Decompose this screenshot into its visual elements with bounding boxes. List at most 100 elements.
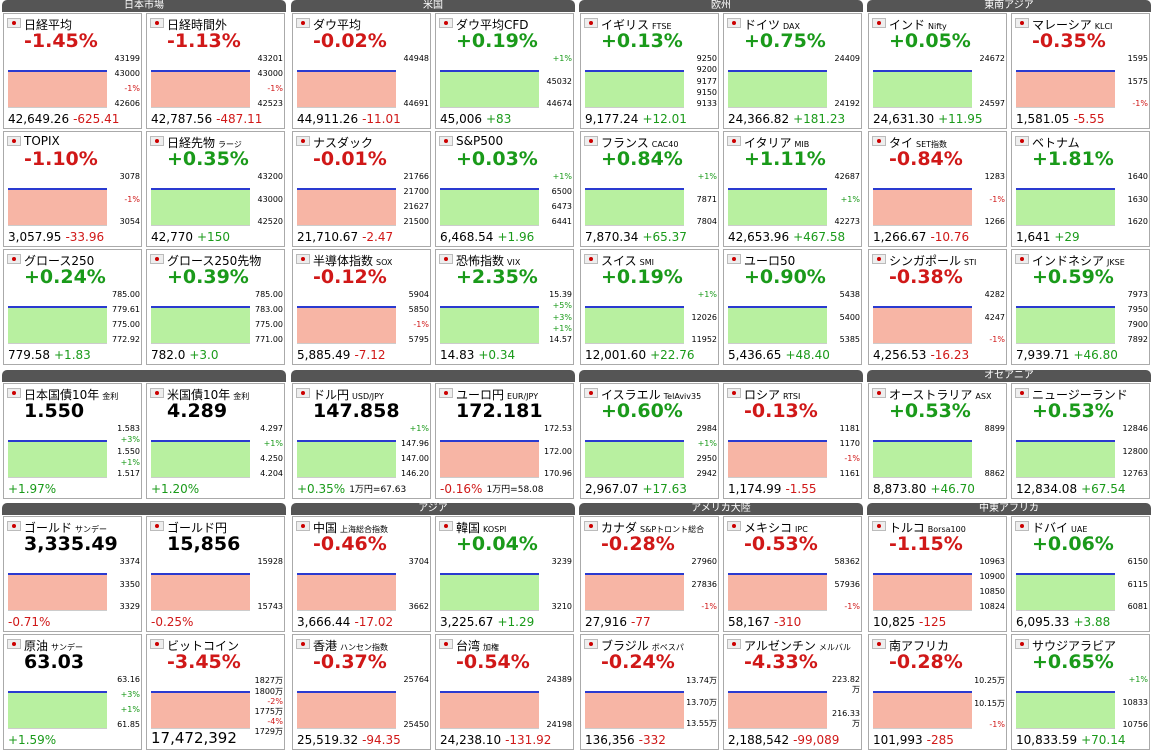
flag-icon <box>150 18 164 28</box>
footer-value: 1万円=67.63 <box>349 485 407 495</box>
section-header: 日本市場 <box>2 0 286 12</box>
market-name: S&P500 <box>456 134 504 148</box>
axis-labels: 1.583 +3% 1.550 +1% 1.517 <box>106 424 140 478</box>
axis-labels: 58362 57936 -1% <box>826 557 860 611</box>
axis-label: 147.00 <box>401 454 429 463</box>
headline-value: -0.46% <box>313 533 387 555</box>
footer-value: -285 <box>926 733 954 747</box>
market-tile: サウジアラビア +0.65% +1% 10833 10756 10,833.59 +70.1… <box>1011 634 1150 750</box>
tile-name: ダウ平均 <box>313 16 361 33</box>
chart-area <box>297 69 396 107</box>
footer: 45,006 +83 <box>440 112 571 126</box>
tile-name: ゴールド サンデー <box>24 519 107 536</box>
axis-label: 1.517 <box>117 469 140 478</box>
market-tile: マレーシア KLCI -0.35% 1595 1575 -1% 1,581.05 -5.55 <box>1011 13 1150 129</box>
footer-value: 12,834.08 <box>1016 482 1078 496</box>
axis-label: 783.00 <box>255 305 283 314</box>
flag-icon <box>150 136 164 146</box>
market-code: SET指数 <box>916 140 948 149</box>
market-name: ビットコイン <box>167 639 240 653</box>
market-code: ラージ <box>218 140 242 149</box>
footer-value: 17,472,392 <box>151 729 237 747</box>
market-tile: ベトナム +1.81% 1640 1630 1620 1,641 +29 <box>1011 131 1150 247</box>
tile-name: S&P500 <box>456 134 503 148</box>
axis-label: 1800万 <box>254 687 283 696</box>
market-tile: ゴールド円 15,856 15928 15743 -0.25% <box>146 516 285 632</box>
footer-value: 1,174.99 <box>728 482 782 496</box>
tile-name: 日本国債10年 金利 <box>24 386 118 403</box>
axis-label: 785.00 <box>112 290 140 299</box>
footer-value: 782.0 <box>151 348 186 362</box>
tile-name: イギリス FTSE <box>601 16 672 33</box>
footer: 24,631.30 +11.95 <box>873 112 1004 126</box>
headline-value: -0.12% <box>313 266 387 288</box>
market-tile: インドネシア JKSE +0.59% 7973 7950 7900 7892 7,939.71… <box>1011 249 1150 365</box>
axis-label: 10.25万 <box>974 676 1005 685</box>
footer-value: -131.92 <box>505 733 552 747</box>
axis-label: 3239 <box>551 557 572 566</box>
axis-label: 1.583 <box>117 424 140 433</box>
market-tile: スイス SMI +0.19% +1% 12026 11952 12,001.60 +22.76 <box>580 249 719 365</box>
market-code: RTSI <box>783 392 801 401</box>
market-code: SMI <box>639 258 654 267</box>
market-code: サンデー <box>51 643 84 652</box>
axis-label: 772.92 <box>112 335 140 344</box>
market-tile: カナダ S&Pトロント総合 -0.28% 27960 27836 -1% 27,916 -77 <box>580 516 719 632</box>
axis-label: 15.39 <box>549 290 572 299</box>
axis-label: 4247 <box>984 312 1005 322</box>
footer: 779.58 +1.83 <box>8 348 139 362</box>
axis-label: +5% <box>552 301 572 311</box>
footer-value: 24,631.30 <box>873 112 935 126</box>
mini-chart <box>873 172 972 226</box>
footer: 2,967.07 +17.63 <box>585 482 716 496</box>
market-name: 日経先物 <box>167 136 216 150</box>
market-code: メルバル <box>818 643 851 652</box>
axis-labels: 3704 3662 <box>395 557 429 611</box>
market-name: インド <box>889 18 926 32</box>
axis-label: 3374 <box>119 557 140 566</box>
mini-chart <box>585 424 684 478</box>
axis-label: +1% <box>697 439 717 448</box>
flag-icon <box>296 18 310 28</box>
axis-label: 21700 <box>403 187 429 196</box>
axis-label: 45032 <box>546 76 572 86</box>
footer: 42,787.56 -487.11 <box>151 112 282 126</box>
chart-area <box>151 572 250 610</box>
footer: 7,870.34 +65.37 <box>585 230 716 244</box>
flag-icon <box>296 136 310 146</box>
headline-value: 147.858 <box>313 400 400 422</box>
axis-labels: 15.39 +5% +3% +1% 14.57 <box>538 290 572 344</box>
headline-value: +0.03% <box>456 148 538 170</box>
market-name: TOPIX <box>24 134 60 148</box>
axis-label: 3210 <box>551 602 572 611</box>
footer-value: -487.11 <box>216 112 263 126</box>
flag-icon <box>7 18 21 28</box>
chart-area <box>151 690 250 728</box>
market-name: スイス <box>601 254 637 268</box>
footer-value: 2,967.07 <box>585 482 639 496</box>
axis-label: 4282 <box>984 290 1005 299</box>
axis-label: -2% <box>267 697 283 706</box>
axis-label: 14.57 <box>549 335 572 344</box>
axis-labels: 6150 6115 6081 <box>1114 557 1148 611</box>
market-name: ブラジル <box>601 639 649 653</box>
market-code: ボベスパ <box>651 643 684 652</box>
footer-value: +29 <box>1054 230 1080 244</box>
footer-value: +0.35% <box>297 482 346 496</box>
market-tile: インド Nifty +0.05% 24672 24597 24,631.30 +11.95 <box>868 13 1007 129</box>
market-name: メキシコ <box>744 521 793 535</box>
footer: +1.20% <box>151 482 282 496</box>
market-name: 原油 <box>24 639 49 653</box>
mini-chart <box>151 557 250 611</box>
axis-labels: 42687 +1% 42273 <box>826 172 860 226</box>
mini-chart <box>728 290 827 344</box>
footer-value: 2,188,542 <box>728 733 790 747</box>
footer-value: 9,177.24 <box>585 112 639 126</box>
market-name: ロシア <box>744 388 781 402</box>
axis-label: -4% <box>267 717 283 726</box>
axis-label: 1630 <box>1127 194 1148 204</box>
headline-value: -0.28% <box>601 533 675 555</box>
headline-value: -0.54% <box>456 651 530 673</box>
footer-value: +1.59% <box>8 733 57 747</box>
chart-area <box>440 187 539 225</box>
